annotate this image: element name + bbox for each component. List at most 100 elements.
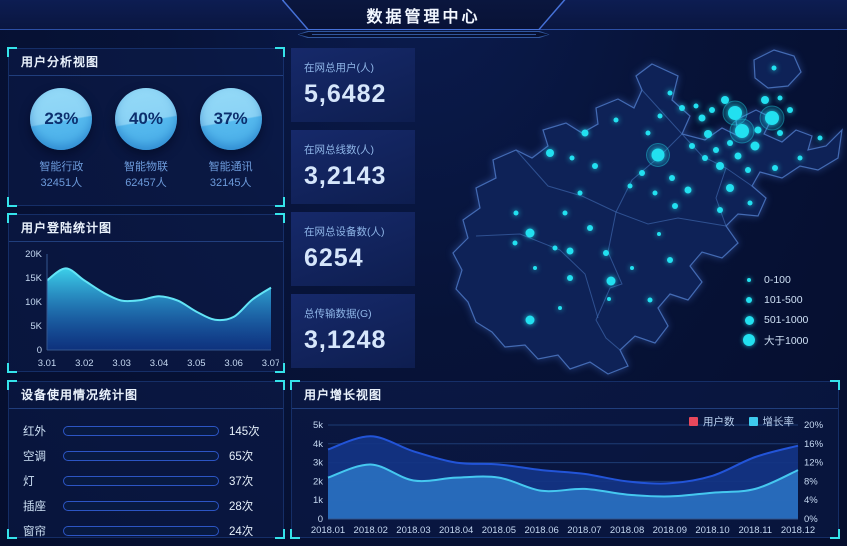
svg-text:3.05: 3.05 (187, 358, 206, 369)
svg-text:3.07: 3.07 (262, 358, 279, 369)
svg-text:3.02: 3.02 (75, 358, 94, 369)
stat-label: 在网总用户(人) (304, 62, 374, 74)
header-bar: 数据管理中心 (0, 0, 847, 30)
gauge-name: 智能通讯 (208, 161, 253, 173)
liquid-gauge: 40% (114, 88, 177, 150)
bar-track (63, 451, 219, 461)
map-scatter-dots (512, 65, 823, 325)
gauge-group: 23% 智能行政 32451人 40% 智能物联 62457人 37% 智能通讯… (9, 76, 283, 190)
map-exclave (753, 49, 802, 89)
map-legend: 0-100 101-500 501-1000 大于1000 (740, 270, 808, 350)
header-title-frame: 数据管理中心 (282, 0, 566, 30)
gauge-percent: 37% (213, 109, 248, 128)
panel-title: 用户增长视图 (292, 382, 838, 409)
growth-area-chart: 0 1k 2k 3k 4k 5k 0% 4% 8% 12% 16% 20% 2018.01 2018.02… (311, 420, 824, 536)
stat-label: 总传输数据(G) (304, 308, 372, 320)
region-map (420, 38, 847, 383)
gauge-count: 62457人 (125, 177, 167, 189)
stat-value: 5,6482 (304, 80, 387, 108)
svg-text:0: 0 (37, 345, 42, 356)
panel-device-usage: 设备使用情况统计图 红外 145次 空调 65次 灯 37次 插座 28次 (7, 380, 285, 541)
bar-row: 红外 145次 (23, 421, 269, 441)
legend-label: 0-100 (764, 274, 791, 286)
corner-bracket (275, 213, 285, 223)
gauge-count: 32145人 (209, 177, 252, 189)
corner-bracket (7, 47, 17, 57)
corner-bracket (830, 380, 840, 390)
svg-text:5K: 5K (30, 321, 42, 332)
svg-text:2018.08: 2018.08 (610, 525, 644, 536)
stat-value: 3,2143 (304, 162, 387, 190)
corner-bracket (275, 47, 285, 57)
gauge-admin: 23% 智能行政 32451人 (19, 88, 103, 190)
stat-label: 在网总设备数(人) (304, 226, 385, 238)
bar-track (63, 426, 219, 436)
stat-card-online-users: 在网总用户(人) 5,6482 (291, 48, 415, 122)
legend-label: 大于1000 (764, 334, 809, 347)
svg-text:3.01: 3.01 (38, 358, 57, 369)
bar-track (63, 501, 219, 511)
svg-text:2k: 2k (313, 476, 323, 487)
map-legend-item: 501-1000 (740, 310, 808, 330)
bar-value: 145次 (229, 426, 260, 438)
stat-card-online-devices: 在网总设备数(人) 6254 (291, 212, 415, 286)
legend-dot (743, 334, 755, 346)
svg-text:2018.11: 2018.11 (738, 525, 772, 536)
bar-track (63, 526, 219, 536)
map-legend-item: 0-100 (740, 270, 808, 290)
legend-swatch-users (689, 417, 698, 426)
corner-bracket (7, 529, 17, 539)
svg-text:2018.04: 2018.04 (439, 525, 473, 536)
legend-item-users[interactable]: 用户数 (689, 414, 735, 429)
svg-text:12%: 12% (804, 458, 824, 469)
svg-text:10K: 10K (25, 297, 43, 308)
stat-card-online-lines: 在网总线数(人) 3,2143 (291, 130, 415, 204)
corner-bracket (830, 529, 840, 539)
header-decor-line (298, 31, 550, 38)
gauge-name: 智能物联 (123, 161, 168, 173)
legend-swatch-growth (748, 417, 758, 426)
panel-title: 用户分析视图 (9, 49, 283, 76)
svg-text:3k: 3k (313, 458, 323, 469)
legend-label: 用户数 (703, 416, 735, 428)
gauge-comm: 37% 智能通讯 32145人 (189, 88, 273, 190)
corner-bracket (275, 197, 285, 207)
bar-row: 空调 65次 (23, 446, 269, 466)
map-legend-item: 大于1000 (740, 330, 808, 350)
device-usage-bars: 红外 145次 空调 65次 灯 37次 插座 28次 窗帘 (9, 409, 283, 541)
map-svg (452, 49, 843, 375)
legend-label: 增长率 (762, 416, 795, 428)
corner-bracket (7, 363, 17, 373)
svg-text:2018.06: 2018.06 (524, 525, 558, 536)
bar-value: 37次 (229, 476, 254, 488)
corner-bracket (275, 363, 285, 373)
bar-label: 灯 (23, 476, 35, 488)
svg-text:2018.10: 2018.10 (695, 525, 729, 536)
svg-text:4%: 4% (804, 495, 818, 506)
liquid-gauge: 37% (199, 88, 262, 150)
gauge-name: 智能行政 (39, 161, 84, 173)
legend-label: 501-1000 (764, 314, 809, 326)
svg-text:2018.01: 2018.01 (311, 525, 345, 536)
bar-row: 插座 28次 (23, 496, 269, 516)
svg-text:3.06: 3.06 (224, 358, 243, 369)
svg-text:20K: 20K (25, 249, 43, 260)
svg-text:0%: 0% (804, 514, 818, 525)
svg-text:2018.02: 2018.02 (354, 525, 388, 536)
bar-label: 窗帘 (23, 526, 46, 538)
legend-dot (747, 278, 751, 282)
bar-row: 灯 37次 (23, 471, 269, 491)
svg-text:20%: 20% (804, 420, 824, 431)
bar-value: 24次 (229, 526, 254, 538)
login-area-chart: 0 5K 10K 15K 20K 3.01 3.02 3.03 3.04 3.05 3.06 3.07 (25, 249, 280, 369)
stat-value: 6254 (304, 244, 364, 272)
bar-label: 空调 (23, 451, 46, 463)
stat-label: 在网总线数(人) (304, 144, 374, 156)
svg-text:2018.03: 2018.03 (396, 525, 430, 536)
panel-title: 用户登陆统计图 (9, 215, 283, 242)
svg-text:2018.05: 2018.05 (482, 525, 516, 536)
svg-text:0: 0 (318, 514, 323, 525)
panel-login-stats: 用户登陆统计图 0 5K 10K 15K 20K 3.01 3.02 3.03 3.04 3.05… (7, 213, 285, 373)
legend-item-growth[interactable]: 增长率 (748, 414, 795, 429)
